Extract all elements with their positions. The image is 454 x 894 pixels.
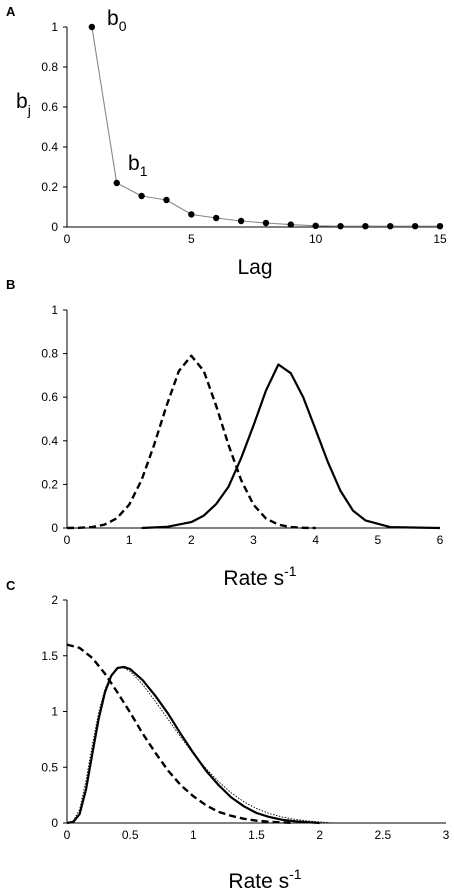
panel-a-ylabel: bj bbox=[16, 90, 31, 118]
panel-a-axes bbox=[63, 26, 440, 228]
panel-c-series-dashed-line bbox=[66, 643, 295, 825]
panel-a-data-point bbox=[312, 222, 319, 229]
panel-c-y-tick-label: 1.5 bbox=[41, 649, 58, 663]
panel-b-x-tick-label: 4 bbox=[312, 533, 319, 547]
panel-a-data-point bbox=[362, 223, 369, 230]
panel-a-x-tick-label: 0 bbox=[64, 232, 71, 246]
panel-b: B 0 1 2 3 4 5 6 0 0.2 0.4 0.6 0.8 1 Rate s-1 bbox=[6, 277, 444, 590]
panel-b-x-tick-label: 0 bbox=[64, 533, 71, 547]
panel-c-x-tick-label: 3 bbox=[443, 828, 450, 842]
panel-c-label: C bbox=[6, 578, 16, 593]
panel-b-x-tick-label: 3 bbox=[250, 533, 257, 547]
panel-a-data-point bbox=[337, 223, 344, 230]
panel-a-y-tick-label: 0.8 bbox=[41, 60, 58, 74]
panel-a-data-point bbox=[287, 221, 294, 228]
panel-a-data-point bbox=[411, 223, 419, 230]
panel-a-data-point bbox=[387, 223, 394, 230]
panel-a-y-tick-label: 1 bbox=[51, 20, 58, 34]
panel-b-x-tick-label: 2 bbox=[188, 533, 195, 547]
panel-b-series-dashed-line bbox=[66, 354, 316, 530]
panel-b-y-tick-label: 0 bbox=[51, 521, 58, 535]
panel-c-y-tick-label: 2 bbox=[51, 593, 58, 607]
panel-c-x-tick-label: 2.5 bbox=[374, 828, 391, 842]
panel-b-tick-labels: 0 1 2 3 4 5 6 0 0.2 0.4 0.6 0.8 1 bbox=[41, 303, 443, 547]
panel-c-x-tick-label: 1.5 bbox=[248, 828, 265, 842]
panel-a-data-point bbox=[113, 179, 120, 187]
panel-a-tick-labels: 0 5 10 15 0 0.2 0.4 0.6 0.8 1 bbox=[41, 20, 447, 246]
panel-c-y-tick-label: 0.5 bbox=[41, 760, 58, 774]
panel-c-series-dotted-line bbox=[66, 667, 333, 824]
panel-b-y-tick-label: 0.2 bbox=[41, 477, 58, 491]
panel-c-y-tick-label: 1 bbox=[51, 705, 58, 719]
panel-c-x-tick-label: 0.5 bbox=[122, 828, 139, 842]
panel-b-y-tick-label: 0.6 bbox=[41, 390, 58, 404]
panel-a-y-tick-label: 0.2 bbox=[41, 180, 58, 194]
panel-a-x-tick-label: 15 bbox=[433, 232, 447, 246]
panel-a-data-point bbox=[237, 217, 245, 225]
panel-a-data-point bbox=[163, 196, 170, 204]
panel-b-y-tick-label: 1 bbox=[51, 303, 58, 317]
panel-b-x-tick-label: 1 bbox=[126, 533, 133, 547]
annotation-b1: b1 bbox=[128, 152, 148, 179]
annotation-b0: b0 bbox=[107, 7, 127, 34]
panel-c-series-solid-line bbox=[66, 665, 320, 825]
panel-c-series bbox=[66, 643, 333, 825]
panel-a-label: A bbox=[6, 4, 16, 19]
panel-b-series-solid-line bbox=[141, 363, 441, 530]
panel-a: A 0 5 10 15 0 0.2 0.4 0.6 0.8 1 bj Lag b0 b1 bbox=[6, 4, 447, 279]
panel-c-x-tick-label: 0 bbox=[64, 828, 71, 842]
panel-a-series bbox=[88, 23, 444, 230]
panel-c-xlabel: Rate s-1 bbox=[228, 866, 301, 893]
panel-b-y-tick-label: 0.8 bbox=[41, 347, 58, 361]
panel-c-x-tick-label: 1 bbox=[190, 828, 197, 842]
panel-a-y-tick-label: 0.4 bbox=[41, 140, 58, 154]
panel-a-y-tick-label: 0 bbox=[51, 220, 58, 234]
panel-a-x-tick-label: 10 bbox=[309, 232, 323, 246]
panel-a-x-tick-label: 5 bbox=[188, 232, 195, 246]
panel-a-data-point bbox=[436, 223, 444, 230]
panel-b-label: B bbox=[6, 277, 15, 292]
panel-c-x-tick-label: 2 bbox=[316, 828, 323, 842]
panel-a-y-tick-label: 0.6 bbox=[41, 100, 58, 114]
panel-c-tick-labels: 0 0.5 1 1.5 2 2.5 3 0 0.5 1 1.5 2 bbox=[41, 593, 449, 842]
panel-c-y-tick-label: 0 bbox=[51, 816, 58, 830]
panel-c: C 0 0.5 1 1.5 2 2.5 3 0 0.5 1 1.5 2 Rate s-1 bbox=[6, 578, 450, 893]
panel-a-data-point bbox=[262, 219, 270, 227]
panel-b-x-tick-label: 6 bbox=[437, 533, 444, 547]
panel-a-xlabel: Lag bbox=[237, 256, 272, 279]
panel-b-x-tick-label: 5 bbox=[374, 533, 381, 547]
panel-b-y-tick-label: 0.4 bbox=[41, 434, 58, 448]
panel-c-axes bbox=[63, 599, 446, 824]
panel-b-series bbox=[66, 354, 441, 530]
panel-b-axes bbox=[63, 309, 440, 529]
panel-a-data-point bbox=[88, 23, 96, 31]
panel-a-data-point bbox=[138, 192, 145, 200]
panel-b-xlabel: Rate s-1 bbox=[223, 563, 296, 590]
panel-a-data-point bbox=[188, 211, 195, 218]
panel-a-data-point bbox=[213, 214, 220, 222]
